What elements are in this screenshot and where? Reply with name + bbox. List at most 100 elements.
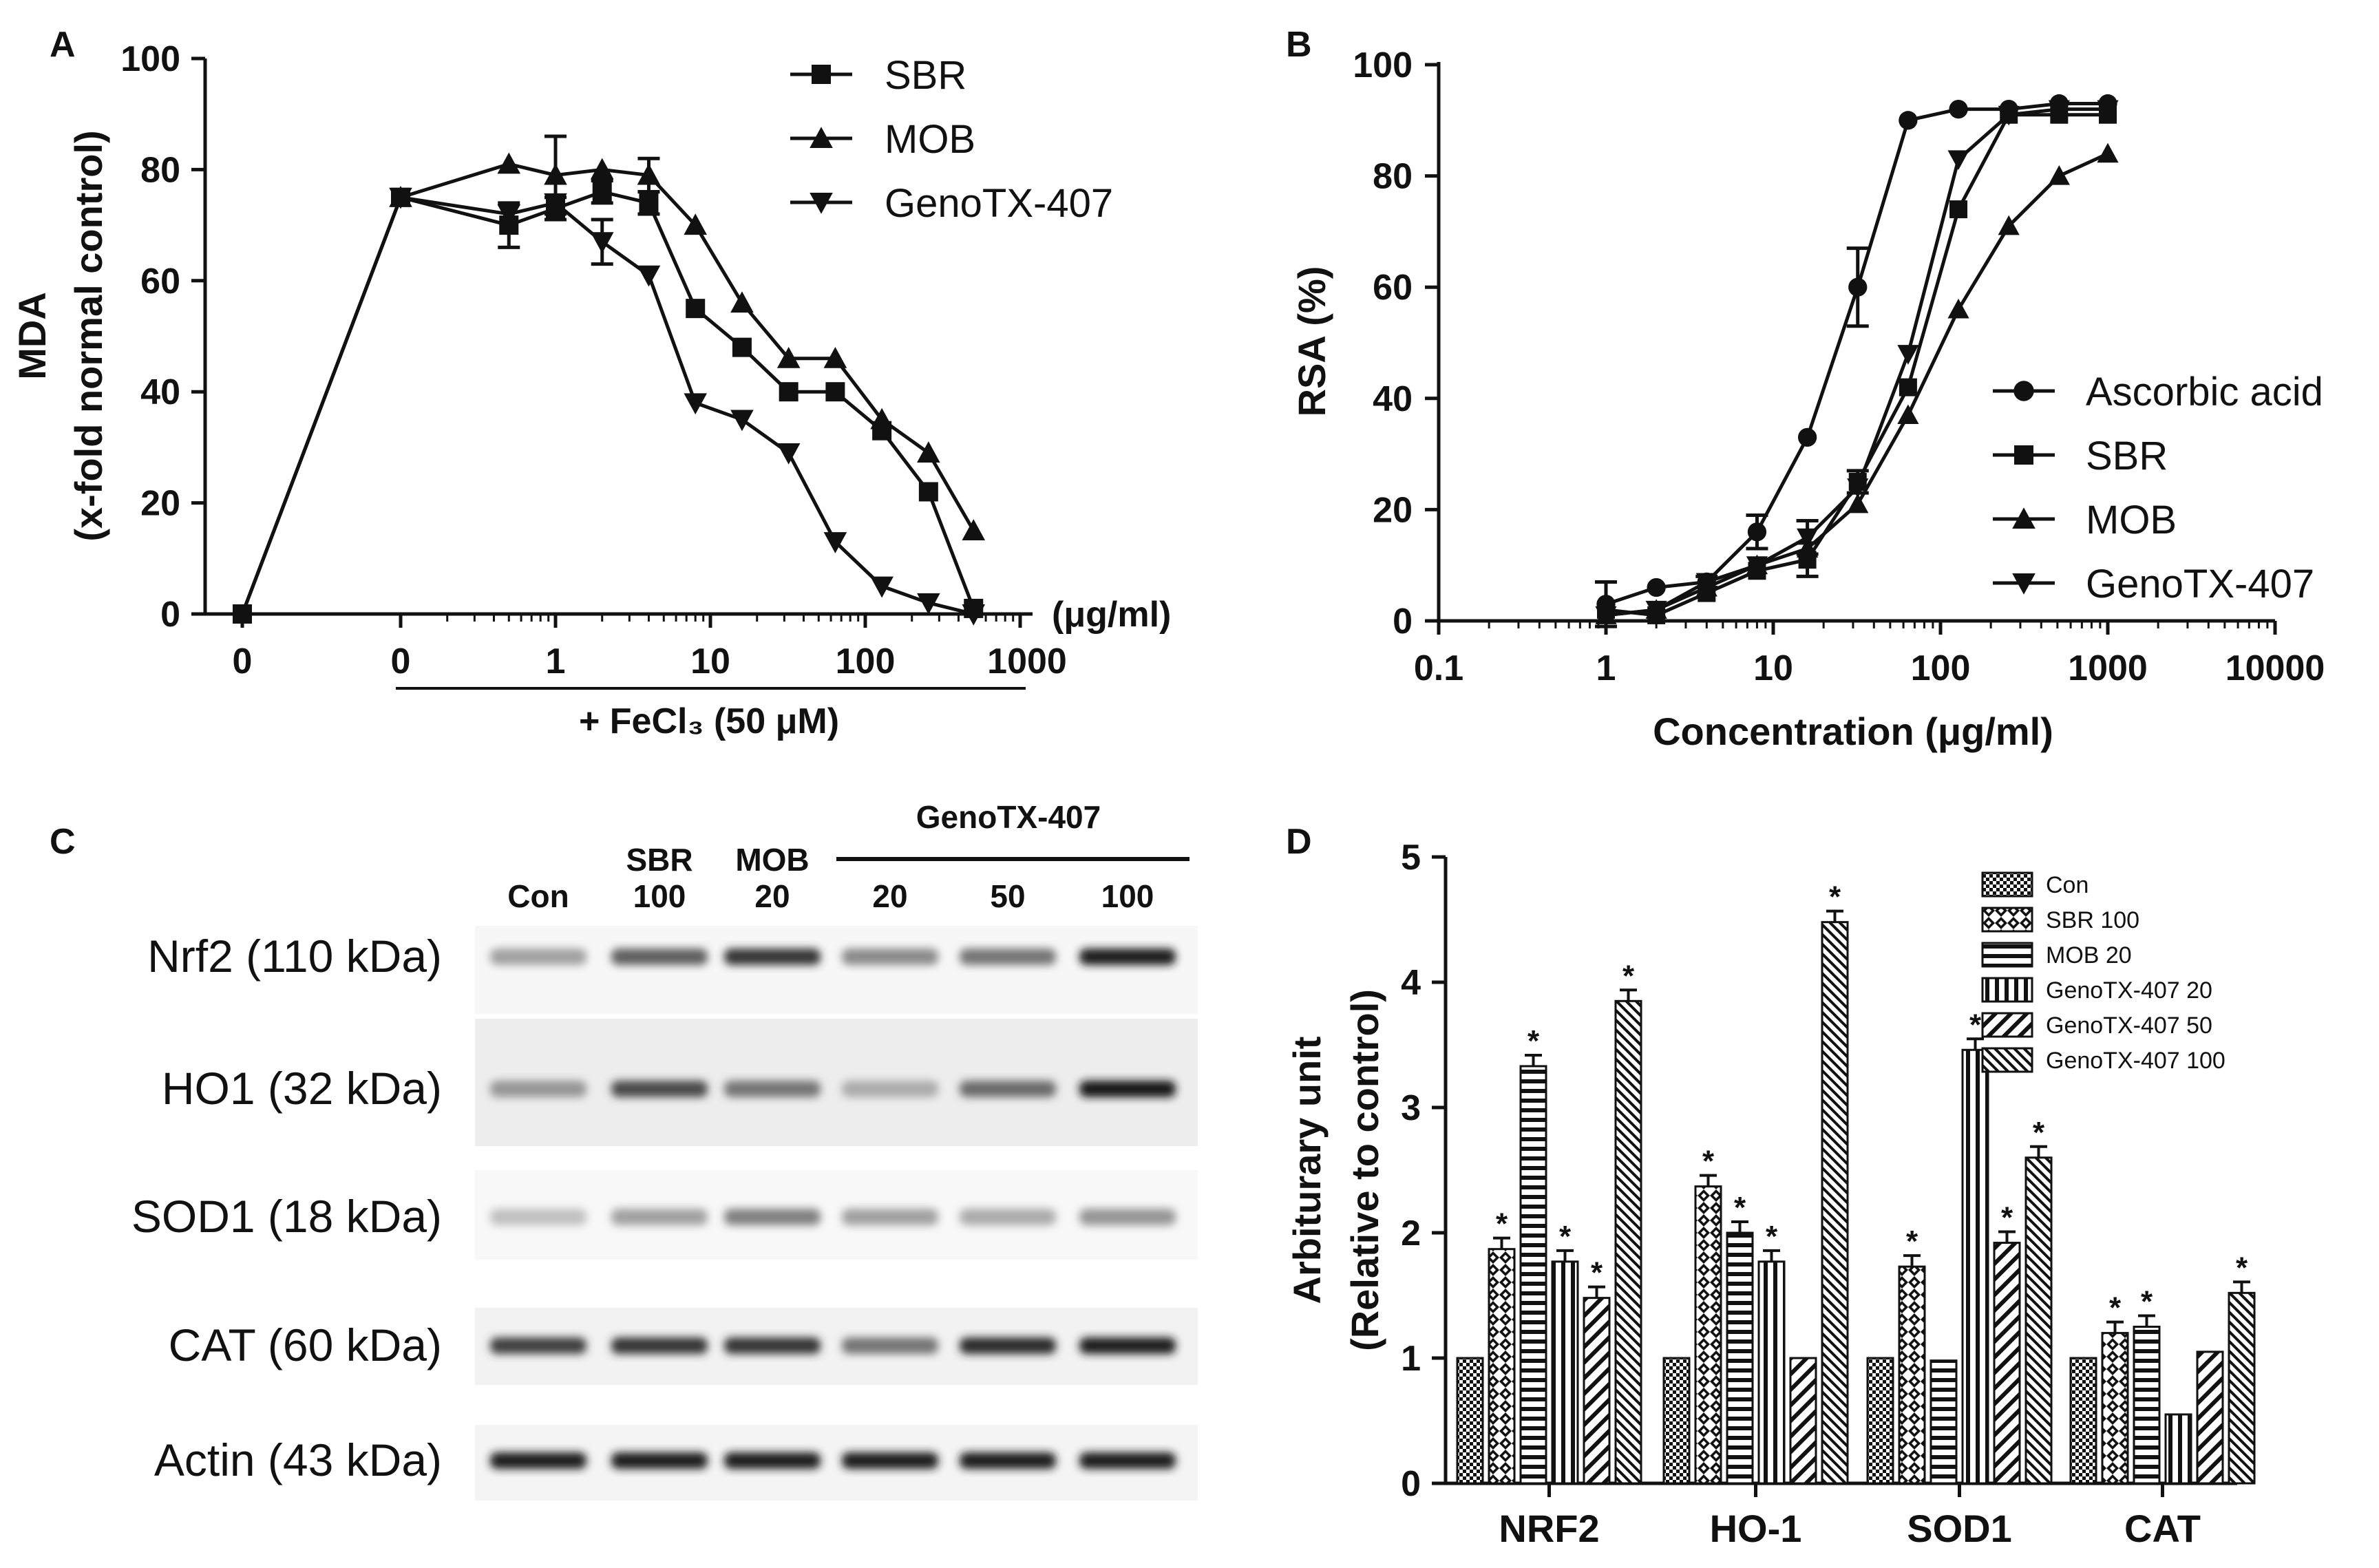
panel-d-ytick-label: 3 [1401, 1088, 1421, 1128]
error-bar [1826, 909, 1843, 922]
series-line [240, 162, 975, 615]
data-point [637, 265, 661, 287]
panel-a-chart: 0 20 40 60 80 100 0 0 1 10 100 1000 MDA (x-fold no… [10, 39, 1171, 741]
data-point [776, 346, 801, 368]
legend-marker [810, 193, 833, 214]
blot-band [1079, 1337, 1176, 1354]
legend-label: GenoTX-407 50 [2046, 1013, 2212, 1039]
data-point [823, 532, 847, 553]
panel-d-ylabel-line2: (Relative to control) [1343, 989, 1386, 1351]
blot-row-label: SOD1 (18 kDa) [131, 1191, 442, 1242]
blot-band [842, 1452, 938, 1469]
data-point [870, 407, 894, 430]
data-point [684, 393, 707, 415]
panel-b-xtick-label: 10 [1753, 648, 1793, 688]
bar-group-nrf2: * * * * * [1456, 959, 1642, 1485]
data-point [1949, 200, 1968, 219]
data-point [592, 182, 612, 202]
bar [2164, 1413, 2192, 1485]
panel-b-ytick-label: 60 [1373, 268, 1413, 308]
data-point [1899, 111, 1918, 130]
blot-row: HO1 (32 kDa) [162, 1063, 1176, 1114]
legend-swatch [1981, 1012, 2033, 1038]
error-bar [1525, 1053, 1542, 1066]
legend-item: Ascorbic acid [1993, 370, 2323, 414]
error-bar [1620, 988, 1637, 1002]
blot-row: Actin (43 kDa) [154, 1434, 1176, 1485]
data-point [2048, 165, 2070, 185]
data-point [917, 441, 940, 463]
blot-band [490, 1081, 586, 1097]
series-line [1605, 102, 2108, 606]
legend-label: SBR [2086, 434, 2168, 478]
bar [1614, 999, 1642, 1485]
panel-b-ylabel: RSA (%) [1290, 266, 1333, 417]
significance-star: * [1591, 1256, 1603, 1290]
significance-star: * [1496, 1207, 1508, 1241]
blot-band [960, 1081, 1056, 1097]
panel-a-ytick-label: 20 [140, 484, 180, 524]
bar [1789, 1357, 1817, 1485]
legend-item: GenoTX-407 50 [1981, 1012, 2212, 1039]
panel-a-ytick-label: 80 [140, 150, 180, 190]
panel-b-xlabel: Concentration (μg/ml) [1653, 710, 2053, 753]
control-point [233, 604, 252, 624]
blot-membrane [475, 1019, 1198, 1146]
panel-b-ytick-label: 20 [1373, 490, 1413, 530]
legend-label: GenoTX-407 [885, 181, 1113, 226]
bar [2069, 1357, 2097, 1485]
error-bar [1998, 1230, 2016, 1243]
blot-lane-label: 20 [754, 878, 790, 914]
legend-marker [812, 65, 831, 84]
bar-group-ho-1: * * * * [1662, 880, 1849, 1485]
series-line [240, 195, 974, 616]
data-point [962, 604, 986, 626]
panel-b-ytick-label: 100 [1353, 45, 1413, 85]
error-bar [1903, 1254, 1921, 1267]
error-bar [1493, 1236, 1510, 1249]
blot-band [611, 1452, 708, 1469]
legend-label: SBR 100 [2046, 907, 2139, 933]
legend-item: GenoTX-407 100 [1981, 1047, 2225, 1074]
legend-label: Con [2046, 872, 2089, 898]
error-bar [1967, 1037, 1984, 1050]
panel-a-xtick-label: 0 [233, 642, 253, 681]
legend-item: SBR [790, 53, 966, 98]
blot-band [724, 1452, 821, 1469]
data-point [1897, 345, 1919, 365]
panel-a-xtick-label: 1 [546, 642, 566, 681]
panel-a-xtick-label: 1000 [987, 642, 1067, 681]
blot-lane-label-top: SBR [626, 842, 692, 878]
data-point [637, 163, 661, 185]
data-point [823, 346, 847, 368]
panel-d-ytick-label: 2 [1401, 1214, 1421, 1253]
legend-marker [2012, 507, 2036, 529]
panel-d-chart: 0 1 2 3 4 5 Arbiturary unit (Relative to cont… [1285, 838, 2256, 1550]
bar [2133, 1326, 2161, 1485]
legend-marker [2013, 381, 2034, 401]
blot-band [1079, 949, 1176, 965]
legend-item: MOB 20 [1981, 942, 2132, 968]
panel-b-ytick-label: 0 [1393, 602, 1413, 642]
legend-marker [2012, 573, 2036, 595]
blot-band [611, 949, 708, 965]
legend-swatch [1981, 871, 2033, 898]
panel-a-ytick-label: 0 [160, 595, 180, 635]
data-point [590, 158, 614, 180]
panel-b-xtick-label: 100 [1911, 648, 1971, 688]
data-point [2048, 100, 2070, 120]
legend-item: Con [1981, 871, 2089, 898]
data-point [1695, 573, 1717, 593]
significance-star: * [2236, 1251, 2248, 1284]
blot-membrane [475, 1308, 1198, 1385]
bar [1821, 921, 1849, 1485]
blot-band [960, 949, 1056, 965]
panel-b-xtick-label: 1000 [2068, 648, 2148, 688]
data-point [1899, 378, 1917, 396]
error-bar [1731, 1220, 1748, 1233]
legend-label: GenoTX-407 20 [2046, 977, 2212, 1004]
panel-a-ylabel-line2: (x-fold normal control) [67, 130, 110, 541]
bar [2196, 1350, 2224, 1485]
panel-b-ytick-label: 40 [1373, 379, 1413, 419]
